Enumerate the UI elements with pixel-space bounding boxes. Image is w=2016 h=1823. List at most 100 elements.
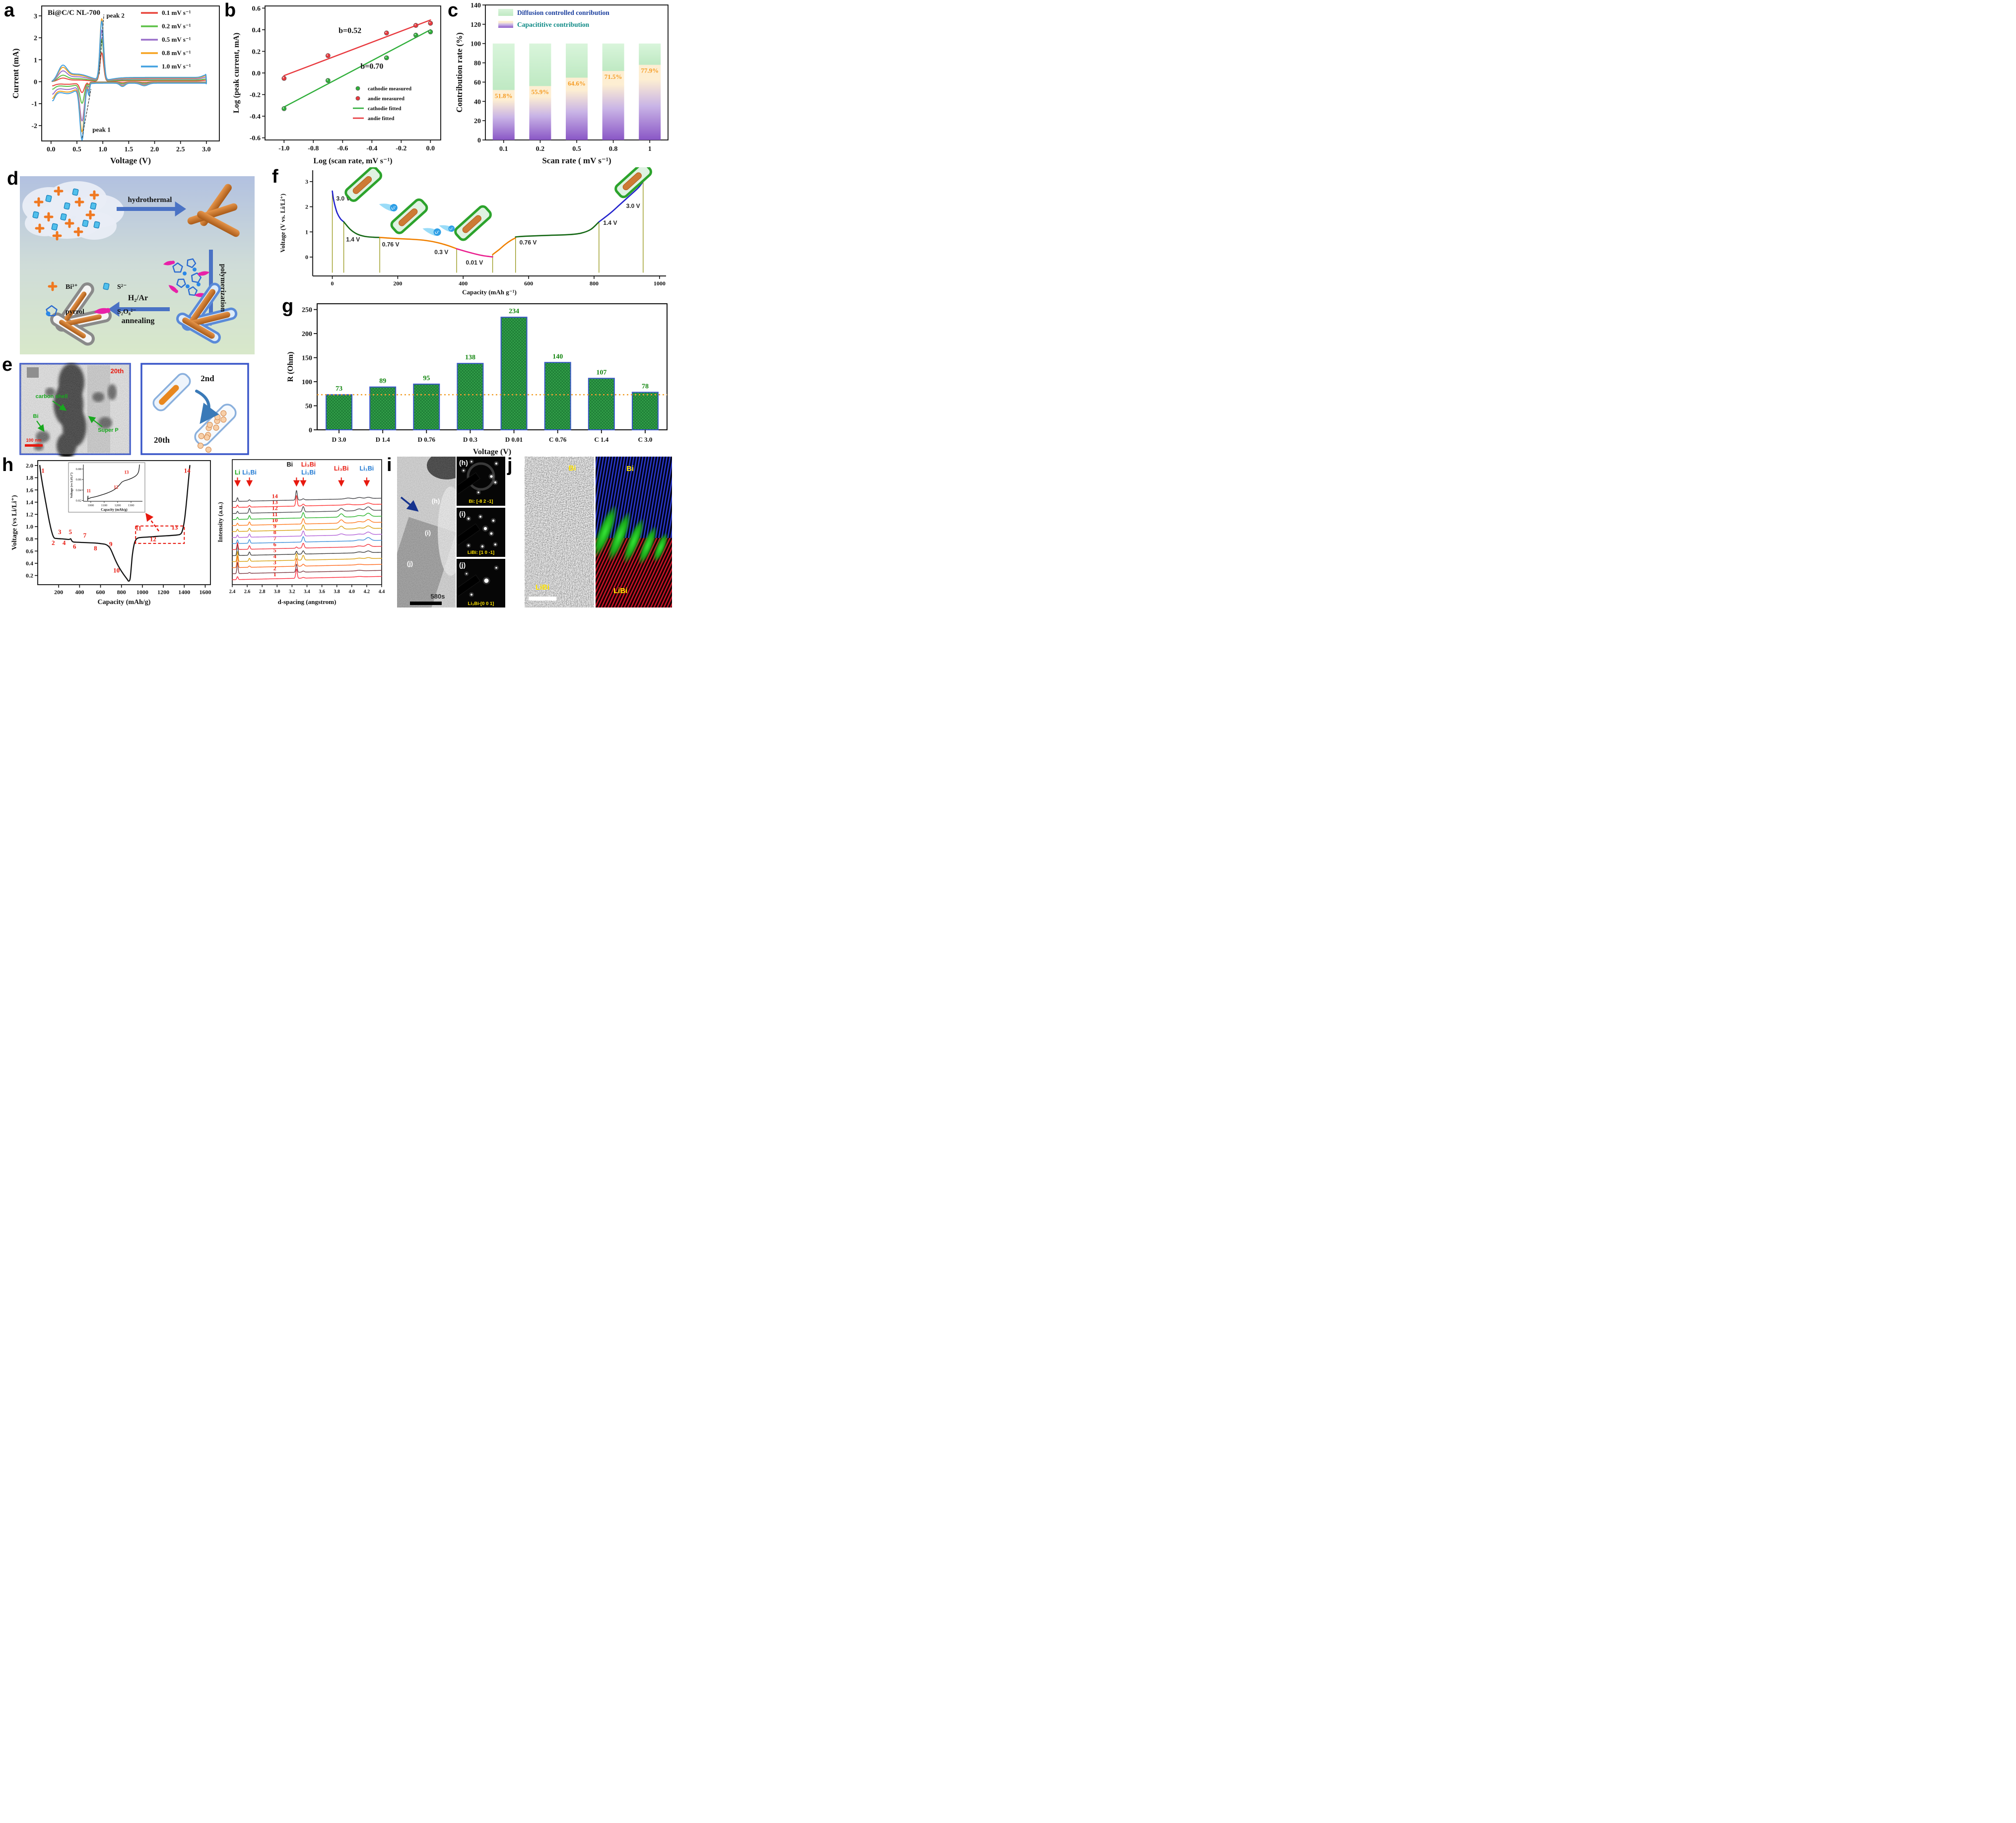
svg-text:Li₁Bi: Li₁Bi: [360, 465, 374, 472]
svg-text:b=0.52: b=0.52: [338, 26, 361, 35]
svg-text:12: 12: [114, 485, 119, 490]
svg-text:3: 3: [273, 559, 276, 566]
svg-text:andie fitted: andie fitted: [368, 116, 394, 122]
svg-text:Capacity (mAh/g): Capacity (mAh/g): [101, 508, 128, 512]
resistance-chart: 0 50 100 150 200 250 73 D 3.0 89 D 1.4 95 D 0.76 138…: [286, 303, 668, 456]
svg-text:5: 5: [273, 547, 276, 554]
svg-text:78: 78: [642, 383, 649, 390]
svg-text:0.8 mV s⁻¹: 0.8 mV s⁻¹: [162, 49, 191, 57]
svg-text:Voltage (V vs. Li/Li⁺): Voltage (V vs. Li/Li⁺): [279, 194, 286, 253]
svg-text:1000: 1000: [654, 280, 666, 287]
svg-text:1: 1: [34, 57, 37, 64]
svg-text:11: 11: [135, 524, 141, 532]
svg-text:2: 2: [52, 539, 55, 546]
svg-text:100 nm: 100 nm: [26, 438, 41, 443]
panel-label-i: i: [387, 455, 392, 475]
svg-text:(i): (i): [425, 529, 431, 537]
svg-text:1000: 1000: [87, 504, 94, 507]
svg-text:1100: 1100: [101, 504, 108, 507]
svg-text:150: 150: [302, 355, 312, 362]
tem-and-cycle-schematic: carbon shell Bi Super P 20th 100 nm 2nd 20th: [19, 363, 249, 457]
svg-text:-0.2: -0.2: [396, 145, 406, 152]
svg-text:51.8%: 51.8%: [495, 92, 513, 99]
svg-text:12: 12: [272, 505, 278, 512]
svg-text:3.4: 3.4: [304, 589, 310, 595]
svg-text:80: 80: [474, 60, 481, 68]
svg-text:600: 600: [524, 280, 533, 287]
svg-text:-1: -1: [31, 101, 37, 108]
gitt-chart: 0 200 400 600 800 1000 0 1 2 3 Capacity (mAh g⁻¹) V…: [279, 167, 666, 296]
svg-text:60: 60: [474, 79, 481, 86]
svg-text:-0.4: -0.4: [250, 113, 261, 121]
svg-text:Bi: Bi: [33, 413, 39, 419]
svg-text:Bi³⁺: Bi³⁺: [66, 283, 78, 291]
svg-text:0.76 V: 0.76 V: [382, 241, 400, 248]
svg-text:0.6: 0.6: [26, 547, 33, 554]
panel-label-c: c: [448, 0, 459, 21]
svg-text:0.82: 0.82: [76, 499, 81, 502]
svg-text:234: 234: [509, 308, 519, 315]
svg-text:LiBi: [1 0 -1]: LiBi: [1 0 -1]: [468, 550, 494, 555]
svg-text:13: 13: [171, 524, 178, 531]
svg-text:-0.2: -0.2: [250, 91, 261, 99]
panel-label-b: b: [224, 0, 236, 21]
svg-text:0.6: 0.6: [252, 5, 261, 12]
svg-text:1.4 V: 1.4 V: [346, 236, 360, 243]
svg-text:1.4 V: 1.4 V: [603, 219, 617, 226]
svg-text:D 0.76: D 0.76: [418, 436, 436, 443]
svg-text:2: 2: [34, 35, 37, 42]
panel-label-h: h: [2, 455, 14, 475]
svg-text:2.0: 2.0: [150, 146, 159, 153]
svg-text:1.0: 1.0: [98, 146, 107, 153]
svg-text:-2: -2: [31, 123, 37, 130]
svg-text:Voltage (vs Li/Li⁺): Voltage (vs Li/Li⁺): [11, 495, 18, 550]
bi-region-label: Bi: [626, 465, 634, 473]
svg-text:0.01 V: 0.01 V: [466, 259, 483, 266]
svg-text:Li₁Bi: Li₁Bi: [301, 469, 316, 476]
svg-text:200: 200: [54, 589, 63, 596]
svg-text:(j): (j): [407, 560, 413, 567]
svg-text:140: 140: [470, 2, 481, 9]
b-value-chart: -1.0 -0.8 -0.6 -0.4 -0.2 0.0 -0.6 -0.4 -0.2 0.0 0.…: [232, 5, 441, 165]
svg-text:580s: 580s: [431, 593, 445, 600]
svg-text:4.4: 4.4: [379, 589, 385, 595]
svg-text:0.4: 0.4: [252, 27, 261, 34]
svg-text:D 1.4: D 1.4: [376, 436, 390, 443]
voltage-profile-chart: 200 400 600 800 1000 1200 1400 1600 0.2 0.4 0.6 0.8…: [11, 460, 211, 606]
svg-text:1600: 1600: [199, 589, 211, 596]
svg-text:(h): (h): [432, 497, 440, 505]
svg-text:0: 0: [331, 280, 334, 287]
svg-text:Li₃Bi-[0 0 1]: Li₃Bi-[0 0 1]: [468, 601, 494, 607]
hrtem-image: Bi LiBi: [525, 457, 594, 608]
operando-xrd-chart: 2.4 2.6 2.8 3.0 3.2 3.4 3.6 3.8 4.0 4.2 4.4 d-spaci…: [216, 459, 385, 606]
svg-text:Diffusion controlled conributi: Diffusion controlled conribution: [517, 9, 609, 16]
svg-text:1.2: 1.2: [26, 511, 33, 518]
svg-text:0.8: 0.8: [26, 536, 33, 542]
svg-text:D 0.01: D 0.01: [505, 436, 523, 443]
svg-text:0: 0: [477, 137, 481, 144]
svg-text:138: 138: [465, 354, 475, 361]
svg-text:Capacity (mAh/g): Capacity (mAh/g): [98, 599, 151, 606]
svg-text:S²⁻: S²⁻: [117, 283, 127, 291]
svg-text:250: 250: [302, 307, 312, 314]
svg-text:Li: Li: [235, 469, 240, 476]
svg-text:0.2: 0.2: [252, 48, 261, 56]
svg-text:20: 20: [474, 118, 481, 125]
svg-text:D 0.3: D 0.3: [463, 436, 477, 443]
svg-text:0.1 mV s⁻¹: 0.1 mV s⁻¹: [162, 9, 191, 16]
svg-text:Log (scan rate, mV s⁻¹): Log (scan rate, mV s⁻¹): [313, 157, 392, 165]
svg-text:pyrrol: pyrrol: [66, 308, 84, 316]
svg-text:cathodie fitted: cathodie fitted: [368, 106, 402, 112]
libi-region-label: LiBi: [613, 587, 628, 595]
svg-text:hydrothermal: hydrothermal: [128, 196, 172, 204]
svg-text:3.2: 3.2: [289, 589, 295, 595]
svg-text:2: 2: [305, 203, 308, 210]
svg-text:3.0: 3.0: [274, 589, 280, 595]
svg-text:b=0.70: b=0.70: [360, 62, 383, 70]
svg-text:Scan rate ( mV s⁻¹): Scan rate ( mV s⁻¹): [542, 156, 611, 165]
svg-text:5: 5: [69, 528, 72, 536]
svg-text:-0.6: -0.6: [250, 135, 261, 142]
svg-text:20th: 20th: [111, 367, 124, 375]
svg-text:peak 1: peak 1: [92, 126, 110, 133]
svg-text:1.4: 1.4: [26, 499, 33, 506]
